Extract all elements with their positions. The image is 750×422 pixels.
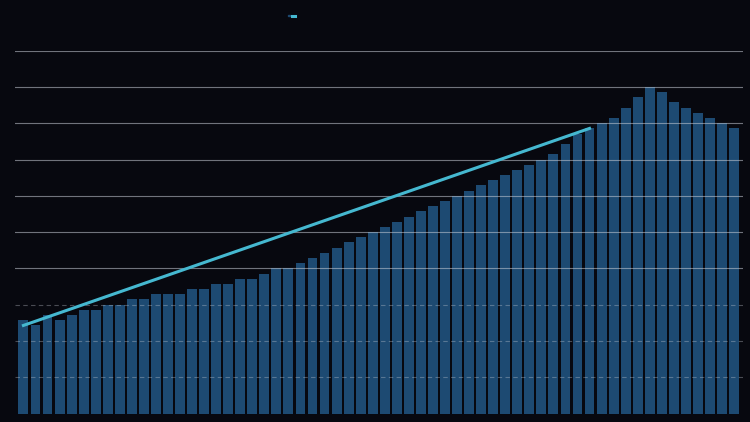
Bar — [320, 253, 329, 414]
Bar — [43, 315, 52, 414]
Bar — [380, 227, 390, 414]
Bar — [657, 92, 667, 414]
Bar — [151, 294, 160, 414]
Bar — [272, 268, 281, 414]
Bar — [621, 108, 631, 414]
Bar — [127, 300, 136, 414]
Bar — [717, 123, 727, 414]
Bar — [344, 243, 353, 414]
Bar — [645, 87, 655, 414]
Bar — [524, 165, 534, 414]
Bar — [693, 113, 703, 414]
Bar — [248, 279, 257, 414]
Bar — [609, 118, 619, 414]
Bar — [91, 310, 101, 414]
Bar — [548, 154, 558, 414]
Bar — [681, 108, 691, 414]
Bar — [236, 279, 245, 414]
Bar — [139, 300, 148, 414]
Bar — [536, 160, 546, 414]
Bar — [512, 170, 522, 414]
Bar — [67, 315, 76, 414]
Bar — [19, 320, 28, 414]
Bar — [416, 211, 426, 414]
Bar — [356, 237, 365, 414]
Bar — [729, 128, 739, 414]
Bar — [597, 123, 607, 414]
Bar — [488, 180, 498, 414]
Bar — [560, 144, 571, 414]
Bar — [633, 97, 643, 414]
Bar — [175, 294, 185, 414]
Bar — [464, 191, 474, 414]
Bar — [404, 216, 414, 414]
Bar — [500, 175, 510, 414]
Bar — [308, 258, 317, 414]
Bar — [103, 305, 112, 414]
Bar — [31, 325, 40, 414]
Bar — [368, 232, 378, 414]
Bar — [572, 134, 583, 414]
Bar — [332, 248, 341, 414]
Bar — [705, 118, 715, 414]
Legend: , : , — [288, 15, 295, 16]
Bar — [79, 310, 88, 414]
Bar — [260, 273, 269, 414]
Bar — [224, 284, 233, 414]
Bar — [296, 263, 305, 414]
Bar — [476, 185, 486, 414]
Bar — [284, 268, 293, 414]
Bar — [669, 103, 679, 414]
Bar — [452, 196, 462, 414]
Bar — [428, 206, 438, 414]
Bar — [163, 294, 173, 414]
Bar — [115, 305, 125, 414]
Bar — [55, 320, 64, 414]
Bar — [211, 284, 221, 414]
Bar — [584, 128, 595, 414]
Bar — [440, 201, 450, 414]
Bar — [392, 222, 402, 414]
Bar — [200, 289, 209, 414]
Bar — [187, 289, 197, 414]
